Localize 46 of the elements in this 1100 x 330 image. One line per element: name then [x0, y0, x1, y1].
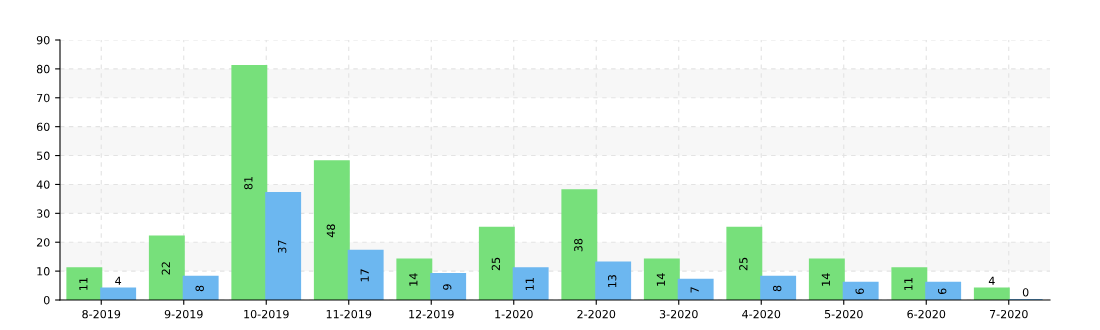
y-tick-label: 10	[37, 267, 50, 276]
y-tick-label: 0	[43, 295, 50, 305]
data-label: 37	[277, 240, 287, 253]
x-tick-label: 2-2020	[577, 309, 616, 319]
data-label: 22	[161, 262, 170, 275]
data-label: 48	[326, 224, 336, 238]
y-tick-label: 90	[36, 35, 50, 45]
y-tick-label: 30	[36, 209, 50, 218]
y-tick-label: 40	[36, 180, 50, 189]
data-label: 7	[690, 287, 699, 293]
y-tick-label: 80	[36, 64, 50, 74]
x-tick-label: 1-2020	[495, 309, 533, 319]
data-label: 6	[855, 288, 864, 295]
x-tick-label: 12-2019	[409, 309, 454, 319]
x-tick-label: 8-2019	[82, 309, 121, 319]
y-tick-label: 50	[37, 151, 50, 160]
data-label: 4	[988, 276, 995, 285]
data-label: 81	[244, 176, 253, 190]
data-label: 8	[195, 285, 204, 292]
x-tick-label: 5-2020	[824, 309, 863, 319]
data-label: 11	[79, 278, 88, 290]
y-tick-label: 70	[37, 93, 50, 103]
data-label: 25	[491, 257, 501, 271]
x-tick-label: 7-2020	[989, 309, 1028, 319]
x-tick-label: 11-2019	[326, 309, 372, 319]
data-label: 14	[409, 273, 418, 286]
data-label: 25	[739, 257, 748, 271]
data-label: 14	[656, 273, 665, 286]
data-label: 14	[821, 273, 830, 286]
data-label: 8	[772, 285, 782, 292]
x-tick-label: 9-2019	[164, 309, 203, 319]
data-label: 11	[904, 278, 913, 290]
data-label: 11	[525, 278, 534, 290]
x-tick-label: 10-2019	[244, 309, 289, 319]
x-tick-label: 4-2020	[742, 309, 781, 319]
y-tick-label: 20	[36, 238, 50, 247]
data-label: 6	[937, 288, 947, 295]
data-label: 38	[574, 238, 583, 252]
data-label: 9	[442, 284, 452, 290]
data-label: 13	[607, 275, 617, 288]
x-tick-label: 3-2020	[659, 309, 698, 319]
data-label: 4	[115, 276, 122, 285]
x-tick-label: 6-2020	[907, 309, 946, 319]
data-label: 17	[360, 269, 369, 282]
y-tick-label: 60	[36, 122, 50, 132]
data-label: 0	[1022, 288, 1029, 297]
